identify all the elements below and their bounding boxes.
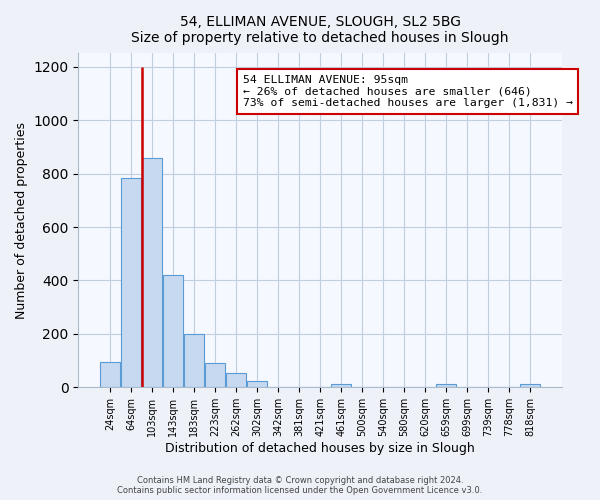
Title: 54, ELLIMAN AVENUE, SLOUGH, SL2 5BG
Size of property relative to detached houses: 54, ELLIMAN AVENUE, SLOUGH, SL2 5BG Size…	[131, 15, 509, 45]
Bar	[331, 384, 351, 388]
Bar	[520, 384, 540, 388]
Bar	[163, 275, 183, 388]
Bar	[184, 334, 204, 388]
X-axis label: Distribution of detached houses by size in Slough: Distribution of detached houses by size …	[165, 442, 475, 455]
Bar	[205, 364, 225, 388]
Bar	[247, 382, 267, 388]
Bar	[436, 384, 456, 388]
Bar	[121, 178, 141, 388]
Y-axis label: Number of detached properties: Number of detached properties	[15, 122, 28, 319]
Bar	[142, 158, 162, 388]
Text: Contains HM Land Registry data © Crown copyright and database right 2024.
Contai: Contains HM Land Registry data © Crown c…	[118, 476, 482, 495]
Bar	[226, 374, 246, 388]
Bar	[100, 362, 121, 388]
Text: 54 ELLIMAN AVENUE: 95sqm
← 26% of detached houses are smaller (646)
73% of semi-: 54 ELLIMAN AVENUE: 95sqm ← 26% of detach…	[243, 75, 573, 108]
